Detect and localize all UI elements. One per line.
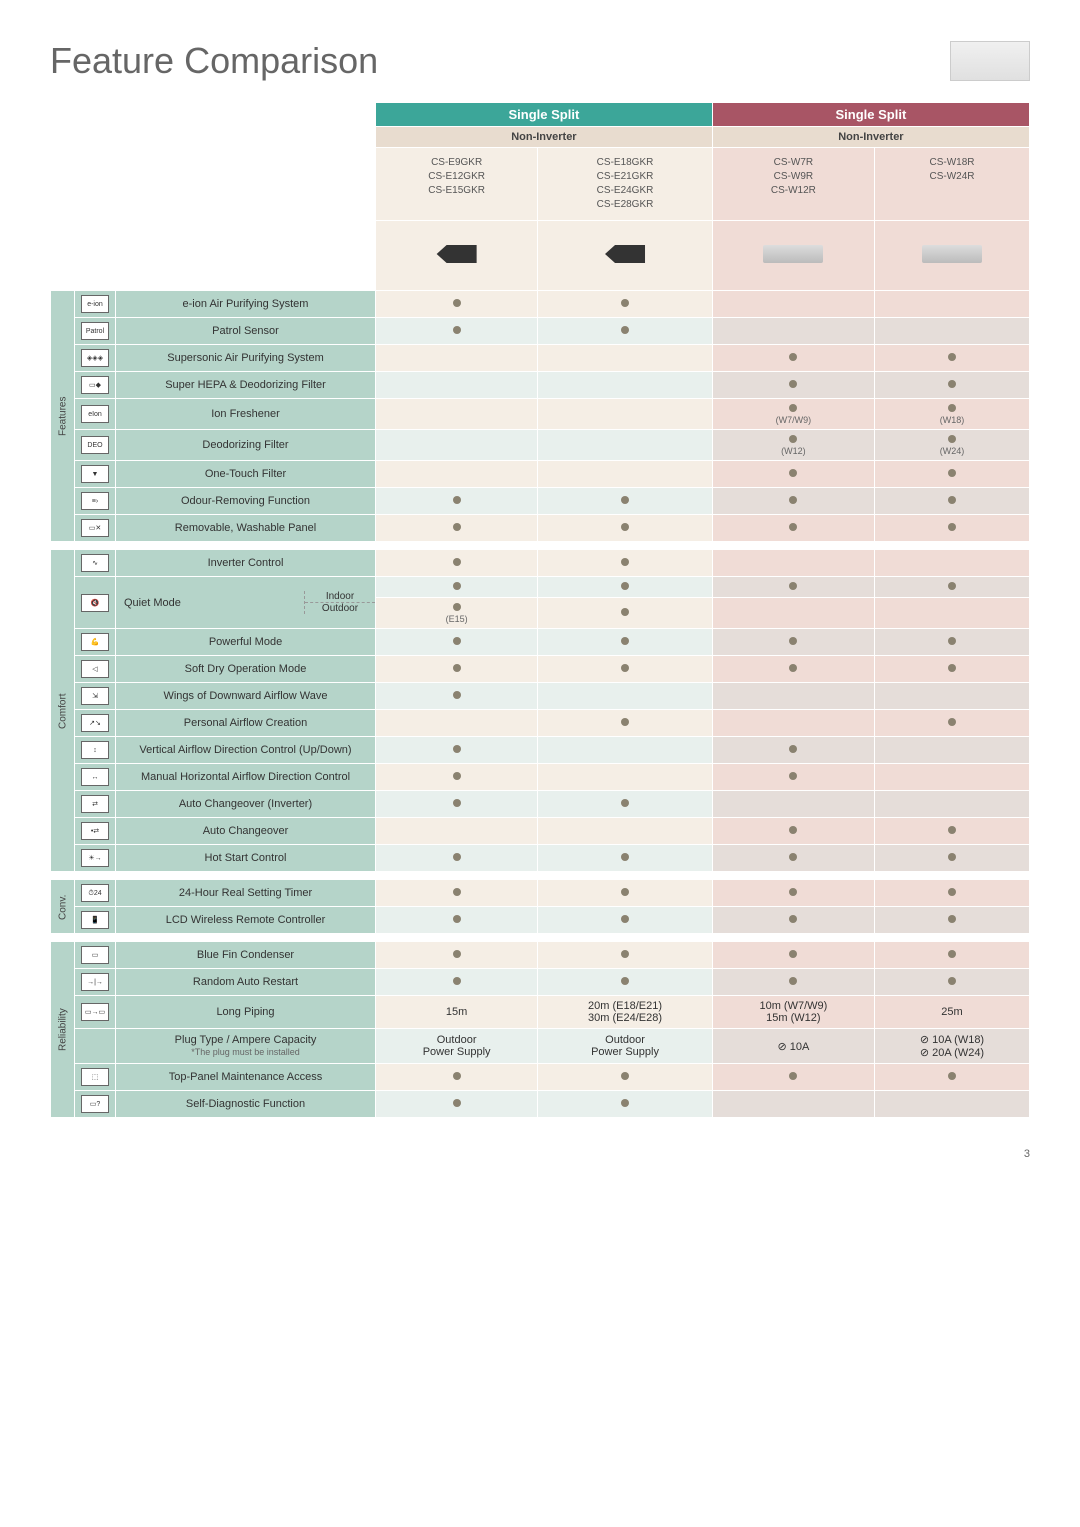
row-super: Supersonic Air Purifying System	[116, 345, 376, 372]
row-vert: Vertical Airflow Direction Control (Up/D…	[116, 737, 376, 764]
icon-wings: ⇲	[75, 683, 116, 710]
row-random: Random Auto Restart	[116, 969, 376, 996]
section-conv: Conv.	[51, 880, 75, 934]
unit-image-4	[874, 221, 1029, 291]
icon-top: ⬚	[75, 1064, 116, 1091]
unit-image-1	[376, 221, 538, 291]
models-c2: CS-E18GKR CS-E21GKR CS-E24GKR CS-E28GKR	[538, 148, 713, 221]
section-features: Features	[51, 291, 75, 542]
icon-autoinv: ⇄	[75, 791, 116, 818]
row-ionfresh: Ion Freshener	[116, 399, 376, 430]
row-inverter: Inverter Control	[116, 550, 376, 577]
series-header-2: Single Split	[712, 103, 1029, 127]
row-bluefin: Blue Fin Condenser	[116, 942, 376, 969]
row-timer24: 24-Hour Real Setting Timer	[116, 880, 376, 907]
icon-patrol: Patrol	[75, 318, 116, 345]
row-soft: Soft Dry Operation Mode	[116, 656, 376, 683]
icon-hotstart: ☀→	[75, 845, 116, 872]
row-eion: e-ion Air Purifying System	[116, 291, 376, 318]
icon-eion: e-ion	[75, 291, 116, 318]
row-autochange: Auto Changeover	[116, 818, 376, 845]
icon-personal: ↗↘	[75, 710, 116, 737]
icon-vert: ↕	[75, 737, 116, 764]
feature-comparison-table: Single Split Single Split Non-Inverter N…	[50, 102, 1030, 1118]
icon-remov: ▭✕	[75, 515, 116, 542]
page-title: Feature Comparison	[50, 40, 378, 82]
models-c4: CS-W18R CS-W24R	[874, 148, 1029, 221]
row-autoinv: Auto Changeover (Inverter)	[116, 791, 376, 818]
page-number: 3	[50, 1148, 1030, 1160]
icon-autochange: •⇄	[75, 818, 116, 845]
section-reliab: Reliability	[51, 942, 75, 1118]
row-hotstart: Hot Start Control	[116, 845, 376, 872]
row-self: Self-Diagnostic Function	[116, 1091, 376, 1118]
icon-deo: DEO	[75, 430, 116, 461]
row-onetouch: One-Touch Filter	[116, 461, 376, 488]
icon-onetouch: ▼	[75, 461, 116, 488]
icon-piping: ▭→▭	[75, 996, 116, 1029]
row-lcd: LCD Wireless Remote Controller	[116, 907, 376, 934]
icon-quiet: 🔇	[75, 577, 116, 629]
subhead-2: Non-Inverter	[712, 127, 1029, 148]
row-personal: Personal Airflow Creation	[116, 710, 376, 737]
row-powerful: Powerful Mode	[116, 629, 376, 656]
icon-timer24: ⏱24	[75, 880, 116, 907]
series-header-1: Single Split	[376, 103, 713, 127]
row-wings: Wings of Downward Airflow Wave	[116, 683, 376, 710]
icon-self: ▭?	[75, 1091, 116, 1118]
icon-powerful: 💪	[75, 629, 116, 656]
unit-image-2	[538, 221, 713, 291]
row-hepa: Super HEPA & Deodorizing Filter	[116, 372, 376, 399]
row-plug: Plug Type / Ampere Capacity *The plug mu…	[116, 1029, 376, 1064]
models-c1: CS-E9GKR CS-E12GKR CS-E15GKR	[376, 148, 538, 221]
icon-soft: ◁	[75, 656, 116, 683]
icon-random: →|→	[75, 969, 116, 996]
icon-bluefin: ▭	[75, 942, 116, 969]
row-piping: Long Piping	[116, 996, 376, 1029]
icon-inverter: ∿	[75, 550, 116, 577]
row-horiz: Manual Horizontal Airflow Direction Cont…	[116, 764, 376, 791]
icon-super: ◈◈◈	[75, 345, 116, 372]
row-top: Top-Panel Maintenance Access	[116, 1064, 376, 1091]
unit-image-3	[712, 221, 874, 291]
header-thumbnail	[950, 41, 1030, 81]
subhead-1: Non-Inverter	[376, 127, 713, 148]
icon-plug	[75, 1029, 116, 1064]
row-remov: Removable, Washable Panel	[116, 515, 376, 542]
icon-hepa: ▭◆	[75, 372, 116, 399]
row-odor: Odour-Removing Function	[116, 488, 376, 515]
row-quiet: Quiet Mode Indoor Outdoor	[116, 577, 376, 629]
row-patrol: Patrol Sensor	[116, 318, 376, 345]
icon-ionfresh: eIon	[75, 399, 116, 430]
section-comfort: Comfort	[51, 550, 75, 872]
icon-odor: ≡›	[75, 488, 116, 515]
icon-horiz: ↔	[75, 764, 116, 791]
row-deo: Deodorizing Filter	[116, 430, 376, 461]
models-c3: CS-W7R CS-W9R CS-W12R	[712, 148, 874, 221]
icon-lcd: 📱	[75, 907, 116, 934]
